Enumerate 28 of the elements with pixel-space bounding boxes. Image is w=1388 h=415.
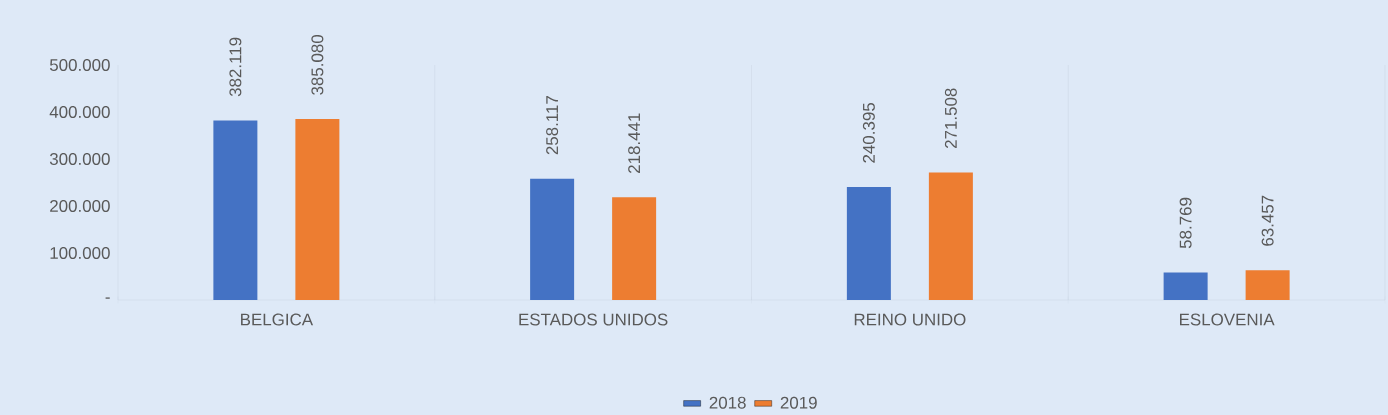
bar <box>1245 270 1290 300</box>
bar <box>530 178 575 300</box>
x-tick-label: REINO UNIDO <box>854 313 966 326</box>
y-tick-label: - <box>105 297 110 299</box>
legend-label: 2019 <box>780 396 817 409</box>
data-label: 382.119 <box>229 37 242 97</box>
bar <box>846 187 891 300</box>
data-label: 258.117 <box>546 96 559 155</box>
legend-label: 2018 <box>709 396 746 409</box>
bar <box>1163 272 1208 300</box>
bar <box>295 119 340 300</box>
x-tick-label: BELGICA <box>241 313 314 326</box>
data-label: 271.508 <box>944 88 957 149</box>
y-tick-label: 200.000 <box>50 200 110 212</box>
data-label: 58.769 <box>1179 197 1192 249</box>
y-tick-label: 400.000 <box>49 106 110 118</box>
bar <box>213 120 258 300</box>
data-label: 63.457 <box>1261 195 1274 246</box>
y-tick-label: 500.000 <box>49 59 110 71</box>
data-label: 240.395 <box>862 103 875 163</box>
data-label: 218.441 <box>628 113 641 173</box>
data-label: 385.080 <box>311 34 324 95</box>
bar <box>612 197 657 300</box>
x-tick-label: ESTADOS UNIDOS <box>519 313 668 326</box>
y-tick-label: 300.000 <box>49 153 110 165</box>
bar <box>928 172 973 300</box>
y-tick-label: 100.000 <box>50 247 110 259</box>
x-tick-label: ESLOVENIA <box>1180 313 1275 326</box>
